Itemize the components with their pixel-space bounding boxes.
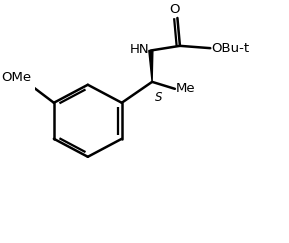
Text: HN: HN	[130, 43, 150, 56]
Text: O: O	[169, 3, 180, 16]
Polygon shape	[149, 51, 153, 82]
Text: Me: Me	[176, 82, 196, 95]
Text: S: S	[155, 91, 162, 104]
Text: OMe: OMe	[1, 71, 31, 84]
Text: OBu-t: OBu-t	[212, 42, 250, 55]
